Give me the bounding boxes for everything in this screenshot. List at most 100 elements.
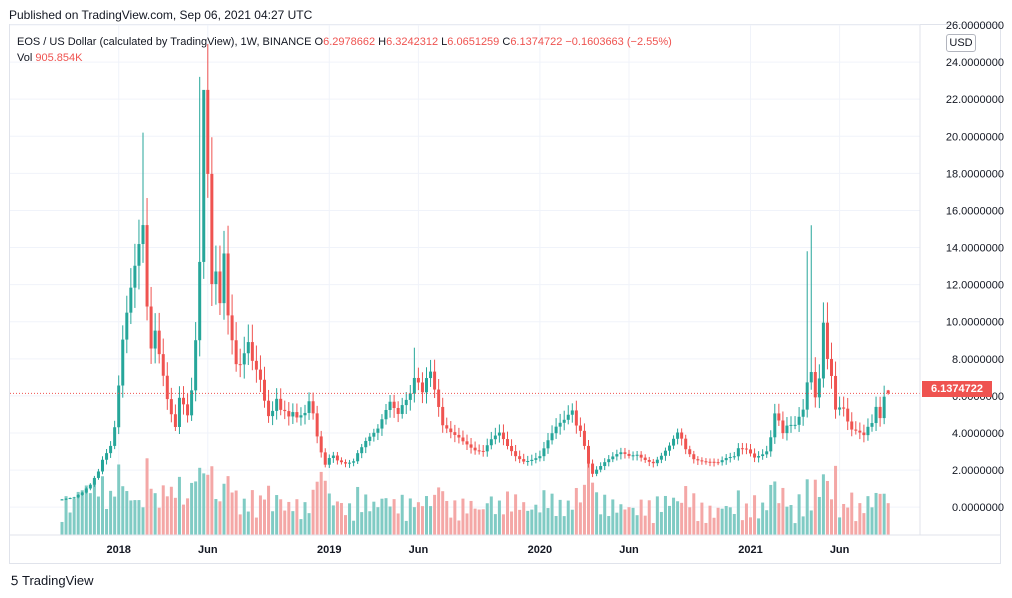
volume-bar — [339, 503, 343, 535]
volume-bar — [651, 523, 655, 535]
volume-bar — [384, 498, 388, 535]
volume-bar — [550, 493, 554, 535]
volume-bar — [92, 480, 96, 535]
volume-bar — [157, 507, 161, 535]
volume-bar — [441, 491, 445, 535]
candle-body — [92, 477, 96, 485]
candle-body — [469, 444, 473, 448]
volume-bar — [388, 506, 392, 535]
volume-bar — [765, 510, 769, 535]
volume-bar — [400, 494, 404, 535]
volume-bar — [603, 494, 607, 535]
volume-bar — [838, 517, 842, 535]
candle-body — [518, 456, 522, 460]
volume-bar — [850, 492, 854, 535]
volume-bar — [481, 509, 485, 535]
time-tick-label: Jun — [619, 544, 639, 556]
volume-bar — [242, 498, 246, 535]
time-tick-label: Jun — [198, 544, 218, 556]
candle-body — [619, 452, 623, 455]
volume-bar — [218, 501, 222, 535]
candle-body — [862, 432, 866, 436]
volume-bar — [238, 514, 242, 535]
candle-body — [481, 450, 485, 452]
volume-bar — [510, 511, 514, 535]
candle-body — [129, 287, 133, 313]
currency-button[interactable]: USD — [946, 34, 976, 52]
time-tick-label: Jun — [409, 544, 429, 556]
volume-bar — [246, 511, 250, 535]
candle-body — [530, 459, 534, 461]
volume-bar — [574, 487, 578, 535]
volume-bar — [210, 466, 214, 535]
volume-bar — [344, 515, 347, 535]
candle-body — [599, 466, 603, 470]
volume-bar — [676, 501, 680, 535]
volume-bar — [303, 502, 307, 535]
candle-body — [412, 377, 416, 394]
candle-body — [165, 375, 169, 400]
candle-body — [485, 445, 489, 452]
volume-bar — [457, 520, 461, 535]
volume-bar — [582, 484, 586, 535]
price-tick-label: 18.0000000 — [946, 168, 1004, 180]
volume-bar — [538, 512, 542, 535]
volume-bar — [230, 492, 234, 535]
close-value: 6.1374722 — [510, 36, 563, 48]
volume-bar — [801, 516, 805, 535]
candle-body — [271, 410, 275, 417]
price-tick-label: 26.0000000 — [946, 20, 1004, 32]
candle-body — [295, 412, 299, 418]
volume-bar — [198, 467, 202, 535]
volume-bar — [562, 516, 566, 535]
candle-body — [315, 413, 319, 437]
candle-body — [793, 424, 797, 426]
volume-bar — [331, 505, 335, 535]
candle-body — [765, 451, 769, 455]
candle-body — [348, 462, 352, 464]
candle-body — [400, 405, 404, 414]
candle-body — [433, 371, 437, 390]
volume-bar — [781, 487, 785, 535]
candle-body — [817, 378, 821, 398]
candle-body — [368, 436, 372, 441]
volume-bar — [169, 486, 173, 535]
candle-body — [364, 440, 368, 448]
volume-bar — [319, 471, 323, 535]
candle-body — [214, 271, 218, 285]
candle-body — [299, 415, 303, 418]
candle-body — [769, 437, 773, 452]
candle-body — [425, 378, 428, 393]
candle-body — [222, 253, 226, 304]
candle-body — [72, 497, 76, 499]
volume-bar — [659, 511, 663, 535]
last-price-tag: 6.1374722 — [922, 381, 992, 397]
volume-bar — [700, 502, 704, 535]
candle-body — [198, 261, 202, 341]
candle-body — [80, 492, 84, 495]
volume-bar — [773, 481, 777, 535]
price-tick-label: 8.0000000 — [952, 354, 1004, 366]
volume-bar — [825, 480, 829, 535]
candle-body — [234, 340, 238, 365]
candle-body — [591, 463, 595, 474]
volume-bar — [866, 496, 870, 535]
candlesticks — [60, 44, 890, 501]
volume-bar — [708, 505, 712, 535]
candle-body — [327, 458, 331, 465]
candle-body — [145, 225, 149, 307]
tradingview-brand[interactable]: 𝟻 TradingView — [10, 572, 94, 589]
candle-body — [736, 448, 740, 457]
candle-body — [279, 398, 283, 410]
volume-bar — [449, 517, 453, 535]
candle-body — [384, 409, 388, 420]
volume-bar — [129, 500, 133, 535]
candle-body — [210, 173, 214, 285]
candle-body — [761, 454, 765, 457]
volume-bar — [335, 501, 339, 535]
volume-bar — [96, 496, 100, 535]
volume-bar — [728, 507, 732, 535]
candle-body — [445, 425, 449, 429]
volume-bar — [716, 507, 720, 535]
